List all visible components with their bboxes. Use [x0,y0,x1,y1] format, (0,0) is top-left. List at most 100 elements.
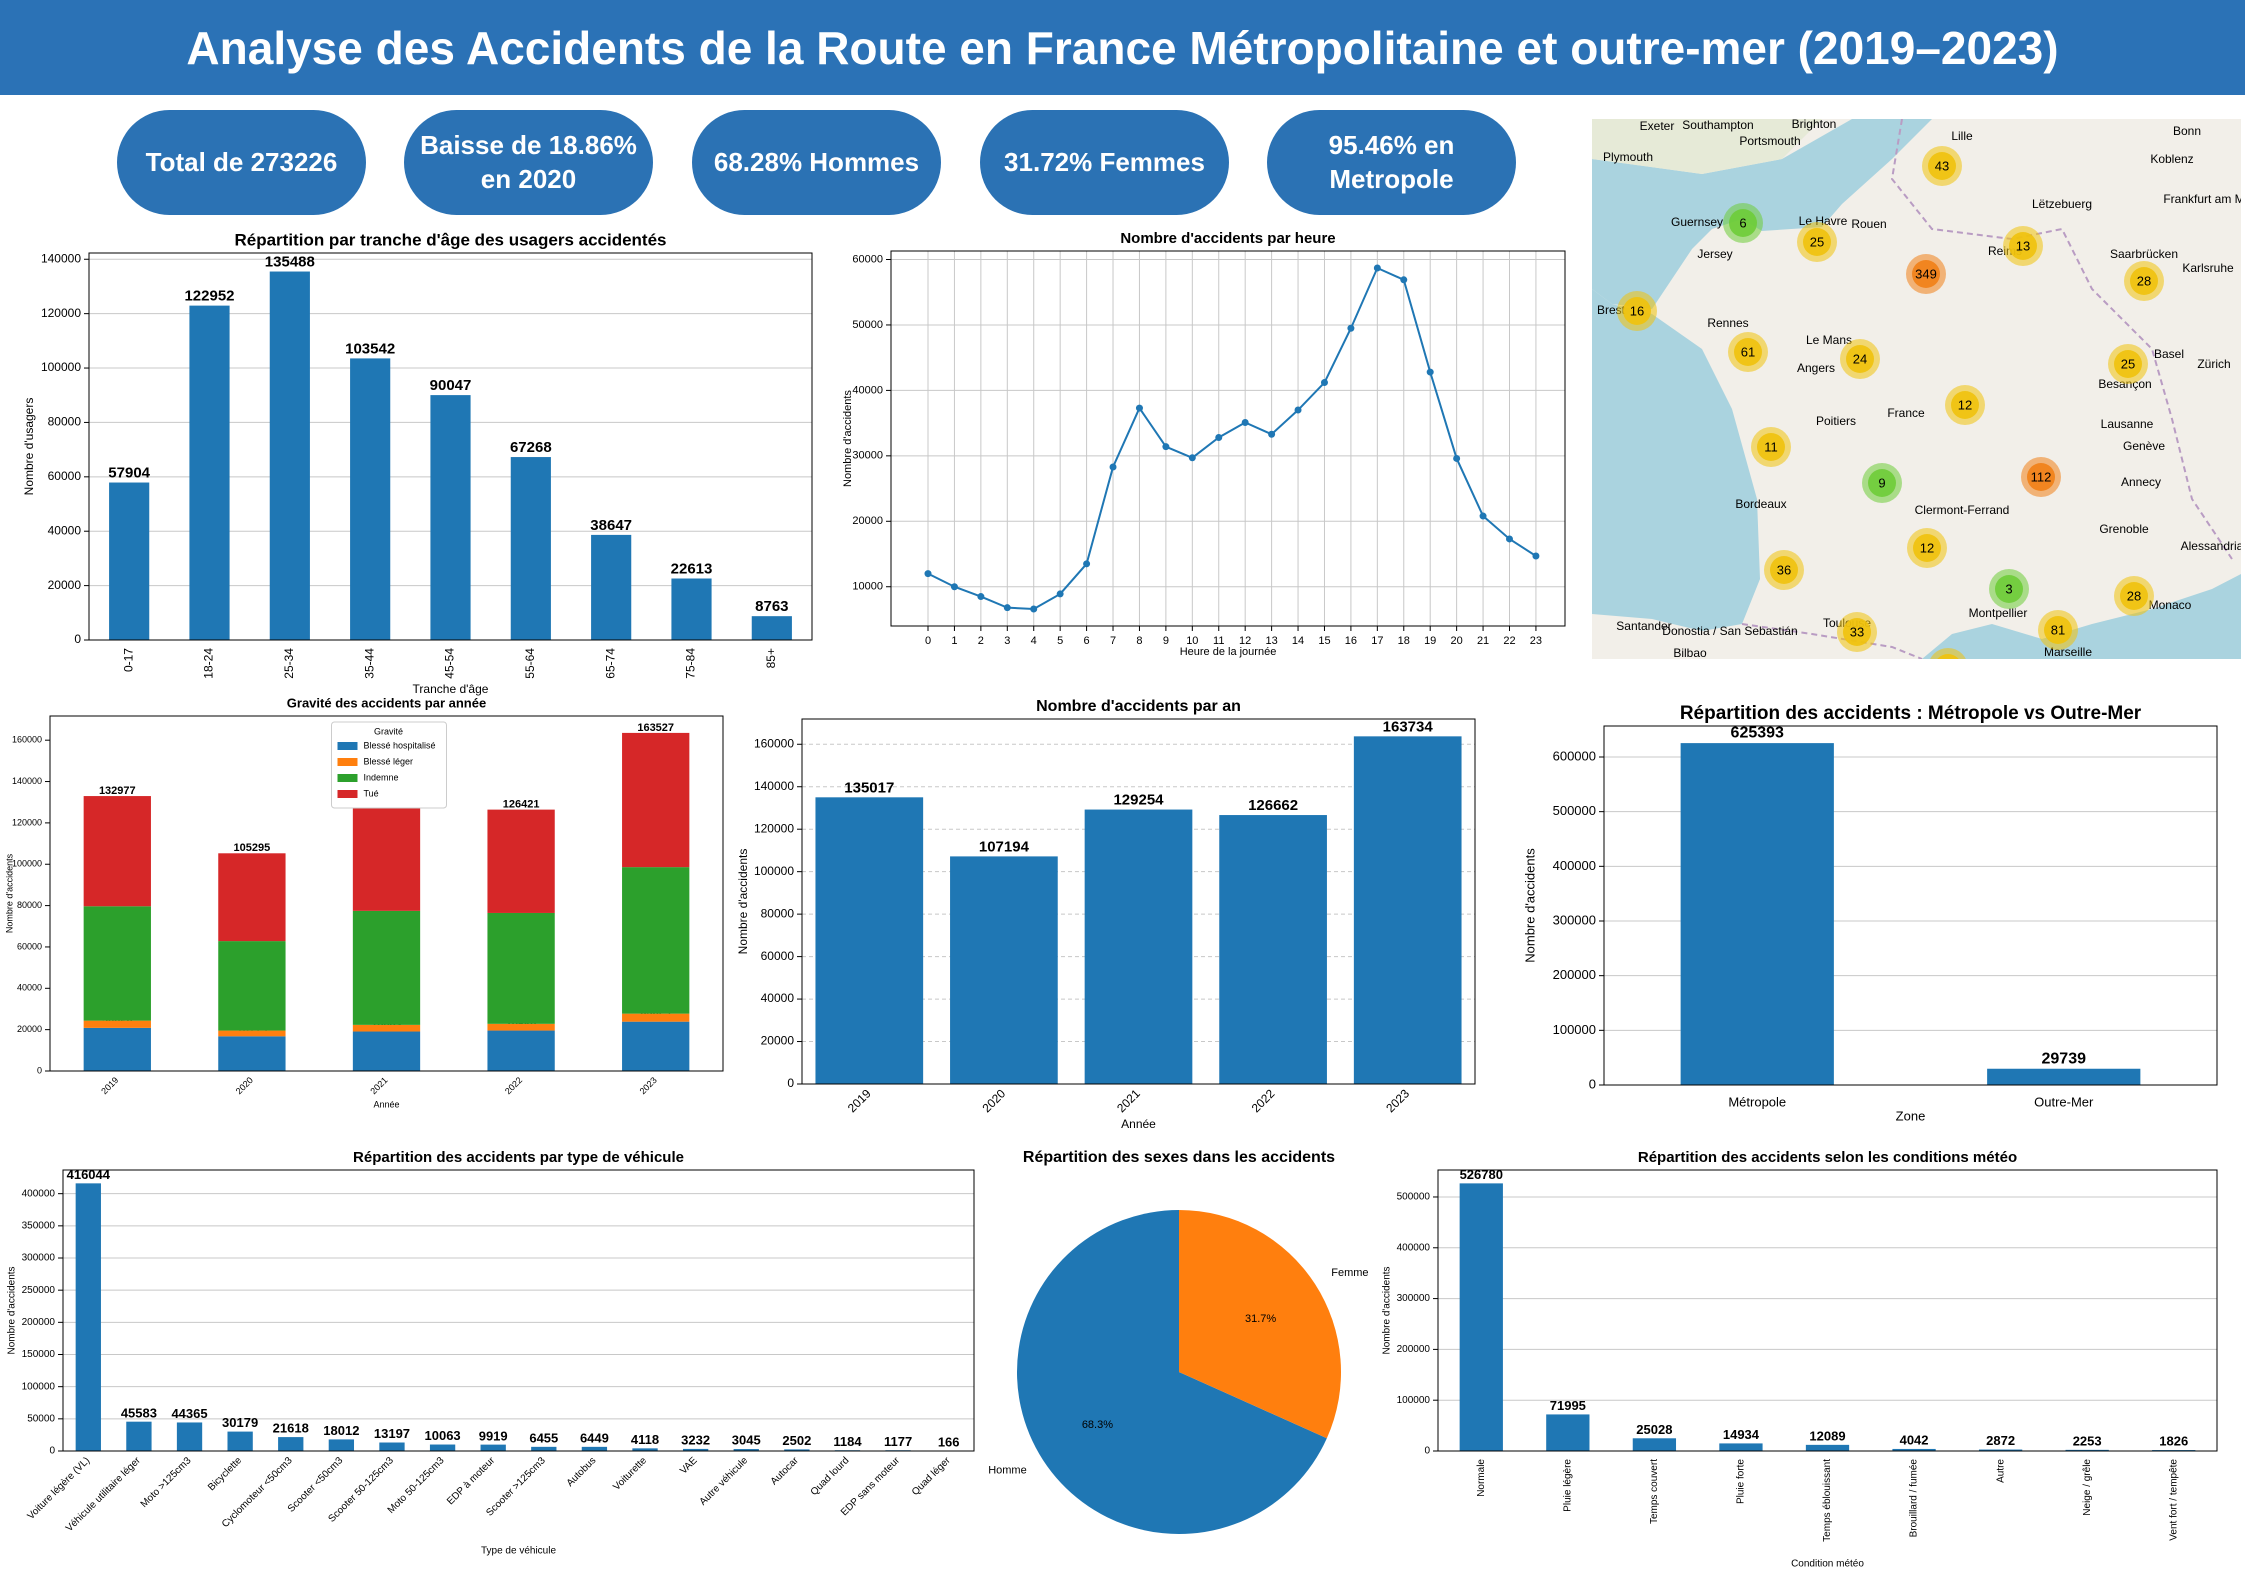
pie-category-label: Femme [1331,1267,1368,1279]
value-label: 38647 [590,517,632,534]
y-tick-label: 120000 [12,817,42,827]
x-tick-label: 6 [1084,635,1090,647]
chart-title: Répartition des accidents par type de vé… [353,1149,684,1166]
bar [682,1448,709,1451]
map-sea [1592,119,1932,309]
y-tick-label: 200000 [22,1317,56,1328]
y-tick-label: 80000 [48,415,82,429]
x-tick-label: 2020 [979,1086,1008,1115]
map-cluster-label: 36 [1777,562,1791,577]
y-tick-label: 50000 [27,1413,55,1424]
y-tick-label: 140000 [12,776,42,786]
x-tick-label: Autre véhicule [698,1455,751,1508]
map-cluster-label: 16 [1630,303,1644,318]
x-tick-label: 1 [951,635,957,647]
y-tick-label: 200000 [1397,1344,1431,1355]
bar [1546,1414,1590,1451]
y-tick-label: 50000 [852,319,883,331]
value-label: 18012 [323,1423,359,1438]
map-cluster-halo [1930,648,1966,659]
map-cluster [2120,582,2148,610]
legend-swatch [337,742,358,750]
map-cluster-label: 61 [1741,344,1755,359]
y-axis-label: Nombre d'accidents [736,849,750,955]
plot-frame [62,1169,975,1452]
y-tick-label: 0 [1589,1076,1596,1091]
value-label: 3232 [681,1433,710,1448]
y-axis-label: Nombre d'accidents [1522,848,1537,963]
bar-segment [622,867,690,1014]
bar-segment [83,906,151,1021]
value-label: 129254 [1113,792,1164,809]
line-marker [1215,434,1223,442]
y-tick-label: 300000 [1397,1293,1431,1304]
map-place-label: Rennes [1707,316,1748,330]
bar [591,534,632,640]
value-label: 10063 [425,1428,461,1443]
y-tick-label: 100000 [41,360,81,374]
map-cluster [1913,534,1941,562]
y-tick-label: 120000 [754,821,794,835]
value-label: 135488 [265,253,315,270]
bar [784,1449,810,1451]
map-cluster [1846,345,1874,373]
x-tick-label: Autobus [565,1455,599,1489]
x-tick-label: Brouillard / fumée [1909,1459,1920,1538]
plot-frame [890,250,1566,627]
x-tick-label: 25-34 [282,648,296,679]
x-tick-label: 13 [1265,635,1277,647]
bar [480,1444,506,1451]
value-label: 71995 [1550,1398,1586,1413]
map-place-label: Basel [2154,347,2184,361]
x-tick-label: 18 [1398,635,1410,647]
legend-label: Blessé hospitalisé [364,740,436,750]
bar [430,395,471,640]
x-axis-label: Année [1121,1117,1156,1131]
y-tick-label: 120000 [41,306,81,320]
x-tick-label: 18-24 [202,648,216,679]
map-place-label: Portsmouth [1739,134,1800,148]
kpi-card: 68.28% Hommes [692,110,941,215]
x-tick-label: 2022 [503,1075,524,1096]
value-label: 6455 [529,1430,558,1445]
y-tick-label: 40000 [48,523,82,537]
y-tick-label: 140000 [41,251,81,265]
value-label: 3045 [732,1433,761,1448]
x-axis-label: Type de véhicule [481,1546,556,1557]
kpi-card: Total de 273226 [117,110,366,215]
y-tick-label: 250000 [22,1285,56,1296]
plot-frame [49,715,724,1072]
line-marker [1241,418,1249,426]
map-place-label: Guernsey [1671,215,1723,229]
bar [1987,1068,2141,1085]
map-place-label: Frankfurt am Main [2163,192,2245,206]
line-marker [1347,324,1355,332]
map-place-label: Lille [1951,129,1973,143]
bar [176,1422,203,1451]
map-place-label: Clermont-Ferrand [1915,503,2010,517]
chart-title: Répartition des accidents : Métropole vs… [1680,703,2142,724]
bar-segment [487,1030,555,1071]
kpi-card: 95.46% en Metropole [1267,110,1516,215]
bar [379,1442,405,1451]
line [927,266,1537,610]
value-label: 2502 [782,1433,811,1448]
x-tick-label: VAE [678,1455,700,1477]
map-land-uk [1592,119,1822,174]
kpi-card: Baisse de 18.86% en 2020 [404,110,653,215]
bar [1459,1183,1503,1451]
map-place-label: Donostia / San Sebastián [1662,624,1797,638]
value-label: 4118 [631,1432,659,1447]
map-cluster [1734,338,1762,366]
y-axis-label: Nombre d'accidents [842,390,854,487]
map-place-label: Koblenz [2150,152,2193,166]
value-label: 2872 [1986,1433,2015,1448]
y-tick-label: 0 [49,1446,55,1457]
x-tick-label: 16 [1345,635,1357,647]
map-place-label: Lausanne [2101,417,2154,431]
bar [189,305,230,640]
bar-segment [83,1020,151,1028]
segment-label: 132977 [99,785,136,797]
bar [278,1437,304,1451]
